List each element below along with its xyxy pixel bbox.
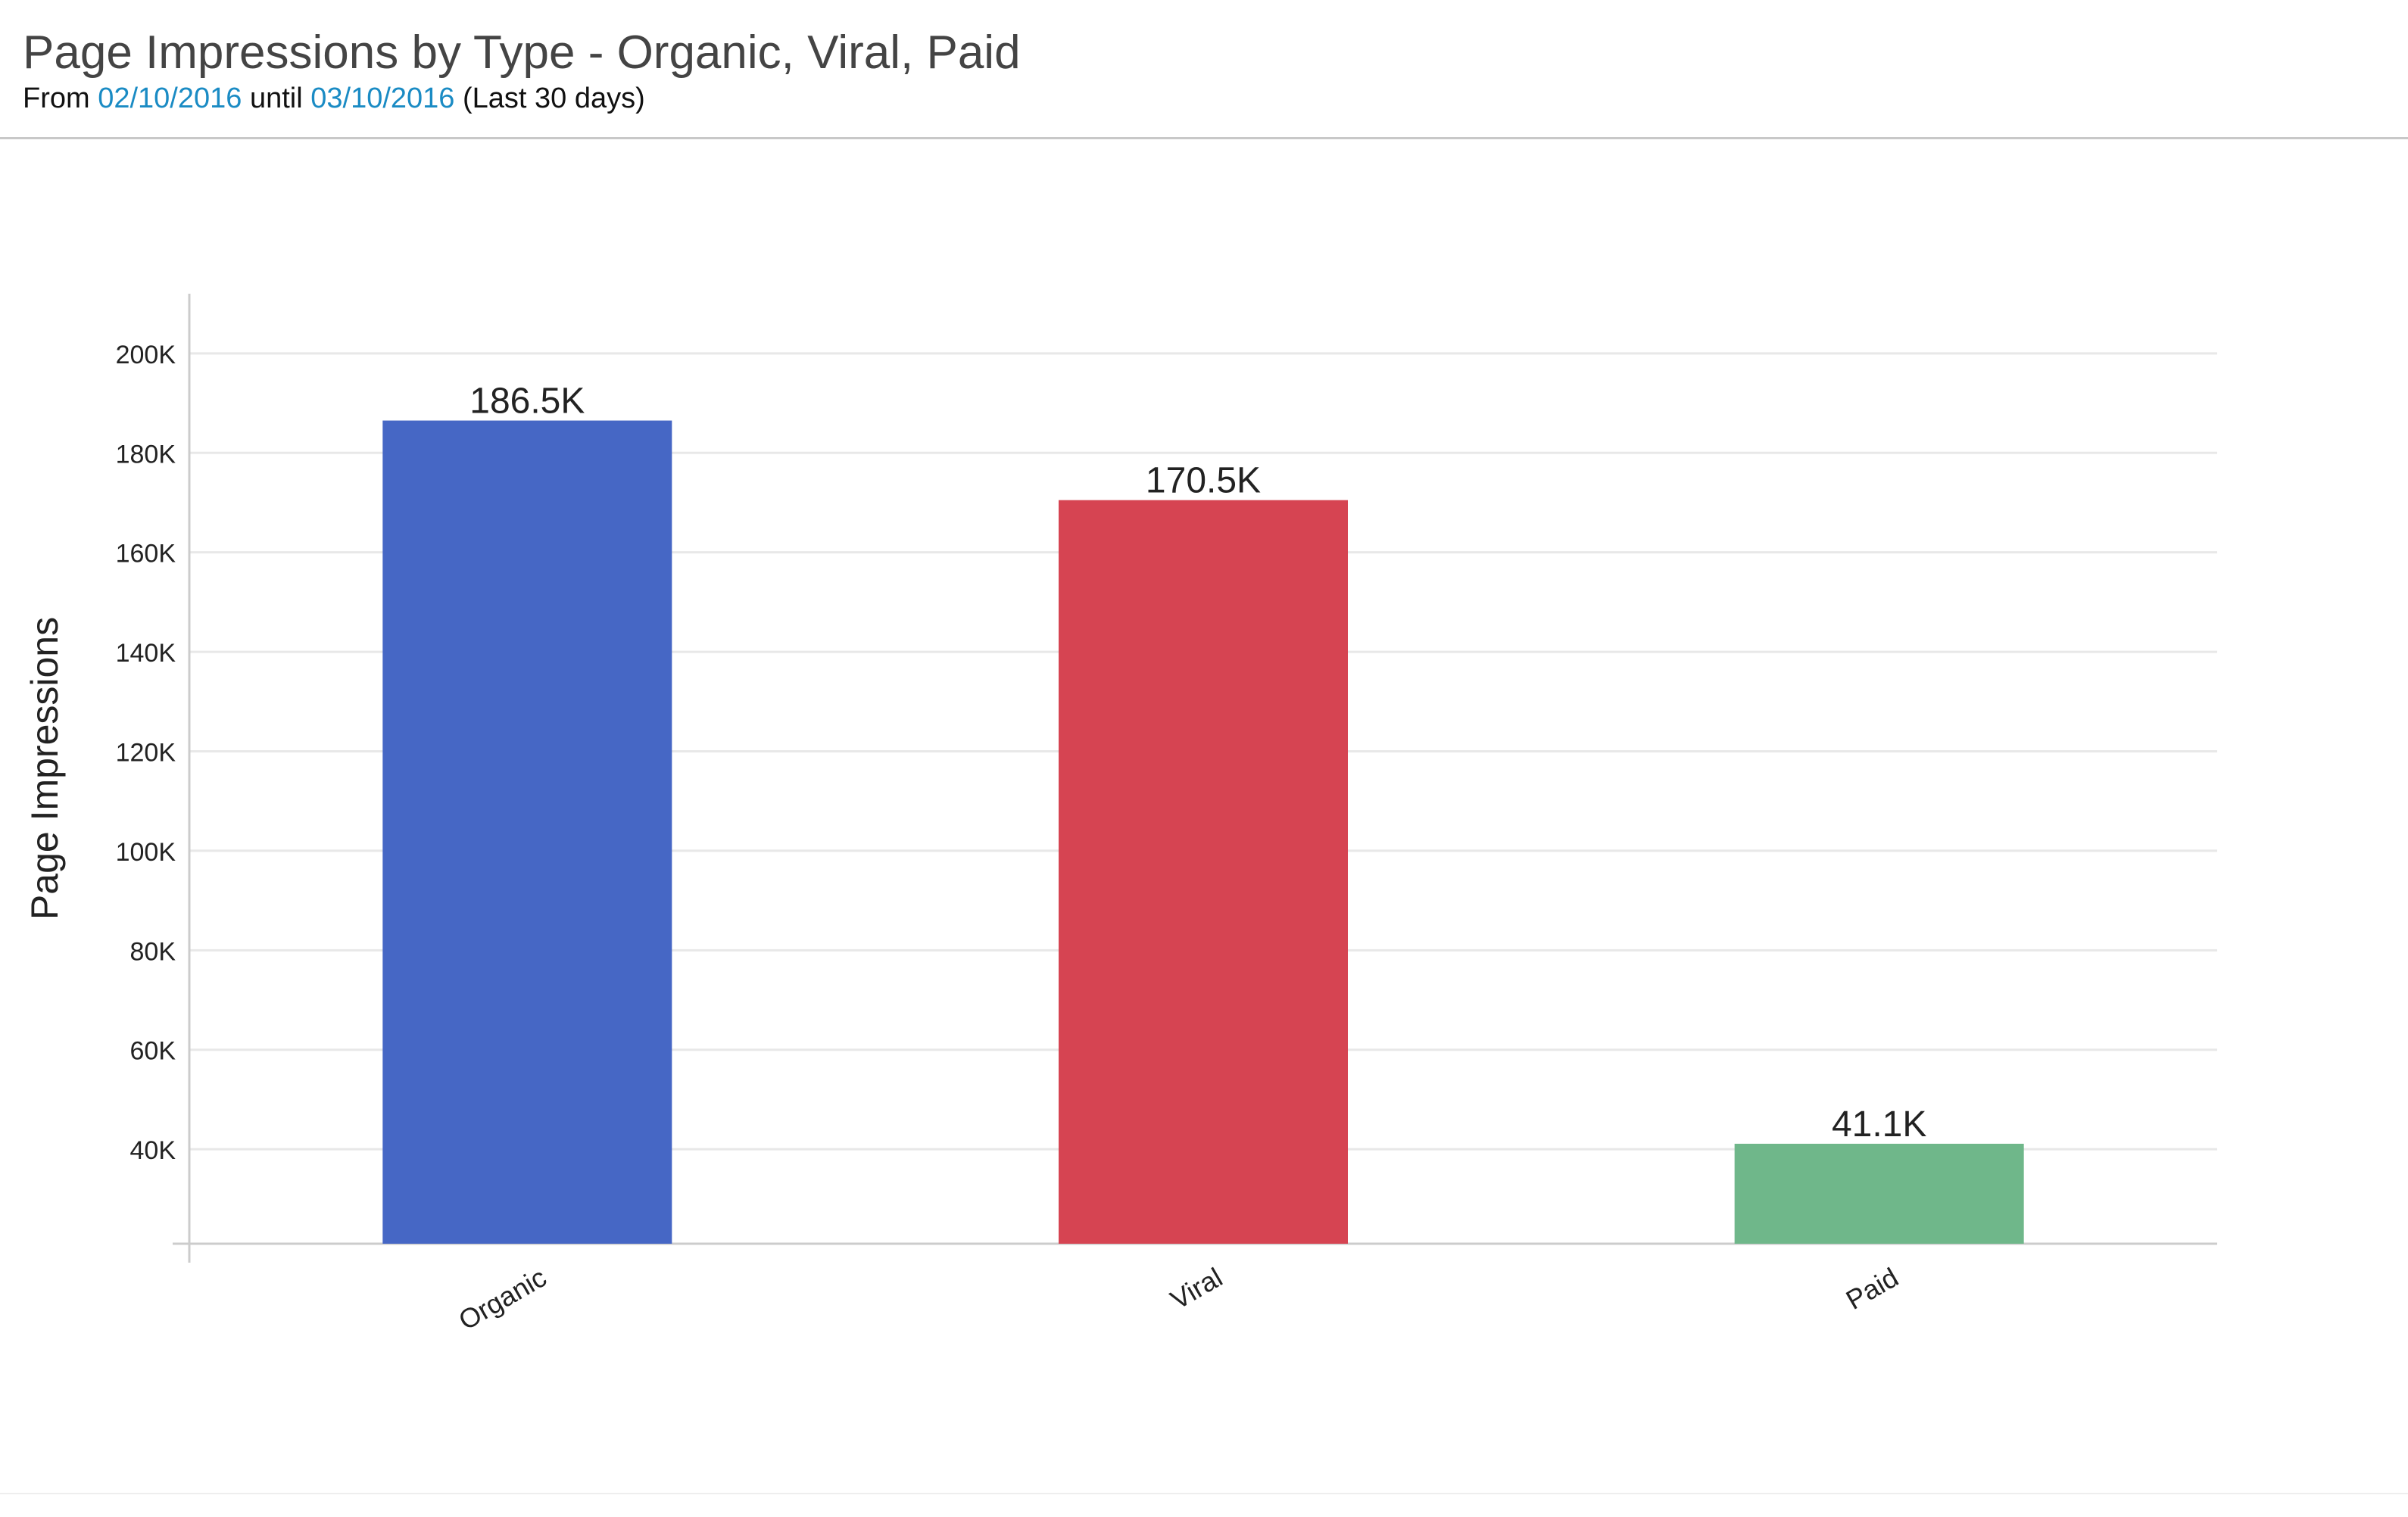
- y-tick-label: 140K: [116, 639, 176, 668]
- x-tick-label: Viral: [1165, 1261, 1227, 1315]
- x-tick-labels: Organic Viral Paid: [454, 1261, 1904, 1336]
- x-tick-label: Paid: [1841, 1261, 1904, 1316]
- y-tick-label: 160K: [116, 540, 176, 568]
- y-tick-label: 120K: [116, 739, 176, 768]
- bar-value-label: 186.5K: [469, 382, 585, 422]
- bar-paid[interactable]: [1734, 1143, 2024, 1244]
- until-label: until: [249, 83, 303, 114]
- bar-viral[interactable]: [1059, 500, 1348, 1244]
- end-date-link[interactable]: 03/10/2016: [310, 83, 455, 114]
- y-tick-labels: 40K 60K 80K 100K 120K 140K 160K 180K 200K: [116, 341, 176, 1165]
- from-label: From: [23, 83, 90, 114]
- bar-organic[interactable]: [382, 420, 672, 1244]
- bar-value-label: 170.5K: [1146, 461, 1261, 501]
- y-tick-label: 40K: [130, 1136, 176, 1165]
- bar-value-label: 41.1K: [1832, 1104, 1926, 1145]
- y-tick-label: 100K: [116, 838, 176, 867]
- date-range-subtitle: From 02/10/2016 until 03/10/2016 (Last 3…: [23, 79, 645, 118]
- footer-divider: [0, 1493, 2408, 1494]
- y-tick-label: 180K: [116, 440, 176, 469]
- chart-header: Page Impressions by Type - Organic, Vira…: [0, 0, 2408, 139]
- y-tick-label: 200K: [116, 341, 176, 369]
- range-label: (Last 30 days): [463, 83, 645, 114]
- start-date-link[interactable]: 02/10/2016: [98, 83, 242, 114]
- bar-value-labels: 186.5K 170.5K 41.1K: [469, 382, 1926, 1145]
- y-tick-label: 60K: [130, 1037, 176, 1066]
- y-tick-label: 80K: [130, 937, 176, 966]
- chart-title: Page Impressions by Type - Organic, Vira…: [23, 26, 1021, 79]
- x-tick-label: Organic: [454, 1261, 552, 1336]
- bars: [382, 420, 2024, 1244]
- y-axis-title: Page Impressions: [23, 617, 66, 920]
